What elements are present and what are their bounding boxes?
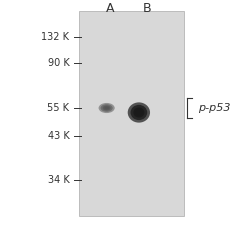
Ellipse shape [130,105,147,120]
Ellipse shape [133,108,145,117]
Text: A: A [106,2,115,16]
Ellipse shape [98,103,115,113]
Ellipse shape [104,106,109,110]
Text: 55 K: 55 K [47,103,69,113]
Ellipse shape [128,102,150,123]
Text: p-p53: p-p53 [198,103,231,113]
Text: 132 K: 132 K [41,32,69,42]
FancyBboxPatch shape [79,11,184,216]
Text: B: B [143,2,152,16]
Text: 43 K: 43 K [48,131,69,141]
Ellipse shape [101,104,113,112]
Text: 34 K: 34 K [48,175,69,185]
Ellipse shape [103,106,111,110]
Text: 90 K: 90 K [48,58,69,68]
Ellipse shape [135,109,142,116]
